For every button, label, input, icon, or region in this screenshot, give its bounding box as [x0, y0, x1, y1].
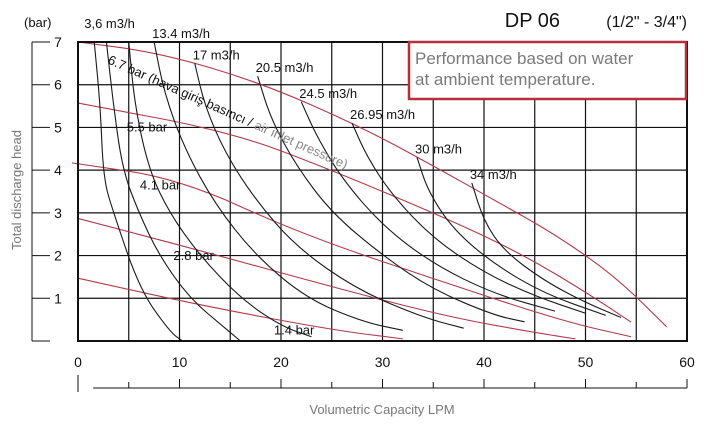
air-curve-label: 13.4 m3/h — [152, 26, 210, 41]
air-consumption-curve — [153, 41, 403, 331]
pressure-curves — [71, 41, 668, 340]
pressure-curve-label: 4.1 bar — [140, 177, 181, 192]
air-curve-label: 26.95 m3/h — [350, 107, 415, 122]
y-tick-label: 1 — [54, 290, 62, 306]
x-tick-label: 30 — [375, 354, 391, 370]
chart-subtitle: (1/2" - 3/4") — [606, 14, 687, 31]
air-curve-label: 20.5 m3/h — [256, 60, 314, 75]
x-tick-label: 0 — [74, 354, 82, 370]
pressure-curve-label: 1.4 bar — [274, 323, 315, 338]
pressure-curve — [77, 277, 403, 340]
air-consumption-curve — [105, 41, 241, 342]
air-consumption-curve — [300, 101, 556, 312]
air-curve-label: 30 m3/h — [415, 141, 462, 156]
x-tick-label: 50 — [578, 354, 594, 370]
air-consumption-curves — [93, 41, 622, 342]
air-curve-label: 34 m3/h — [470, 167, 517, 182]
y-tick-label: 7 — [54, 34, 62, 50]
pressure-annotation: 6.7 bar (hava giriş basıncı / air inlet … — [106, 52, 350, 172]
y-tick-label: 2 — [54, 248, 62, 264]
y-tick-label: 6 — [54, 77, 62, 93]
pressure-curve — [77, 217, 576, 340]
x-tick-label: 10 — [172, 354, 188, 370]
x-tick-label: 40 — [476, 354, 492, 370]
x-tick-label: 60 — [679, 354, 695, 370]
air-consumption-curve — [128, 41, 312, 338]
air-consumption-curve — [257, 76, 525, 323]
note-box — [407, 40, 688, 101]
note-line-1: Performance based on water — [415, 49, 634, 68]
air-consumption-curve — [416, 157, 606, 316]
air-curve-label: 24.5 m3/h — [299, 86, 357, 101]
pressure-curve-label: 2.8 bar — [173, 248, 214, 263]
y-tick-label: 4 — [54, 162, 62, 178]
air-consumption-curve — [351, 122, 586, 314]
pressure-curve — [77, 41, 668, 328]
axes: 1 2 3 4 5 6 7 0 10 20 30 40 50 60 — [31, 34, 695, 392]
pressure-curve — [77, 102, 632, 323]
air-consumption-curve — [194, 63, 464, 329]
air-curve-label: 3,6 m3/h — [84, 16, 135, 31]
curve-labels: 3,6 m3/h 13.4 m3/h 17 m3/h 20.5 m3/h 24.5 m3… — [84, 16, 517, 338]
y-unit-label: (bar) — [24, 15, 51, 30]
pressure-curve-label: 5.5 bar — [127, 120, 168, 135]
x-axis-title: Volumetric Capacity LPM — [309, 402, 454, 417]
air-consumption-curve — [93, 41, 183, 342]
y-tick-label: 3 — [54, 205, 62, 221]
y-tick-label: 5 — [54, 119, 62, 135]
air-consumption-curve — [471, 182, 622, 319]
pressure-annotation-rest: air inlet pressure) — [252, 117, 350, 172]
chart-title: DP 06 — [505, 10, 560, 32]
air-curve-label: 17 m3/h — [193, 47, 240, 62]
plot-frame — [77, 41, 688, 342]
pressure-curve — [71, 162, 632, 338]
note-line-2: at ambient temperature. — [415, 70, 595, 89]
y-axis-title: Total discharge head — [9, 130, 24, 250]
x-tick-label: 20 — [273, 354, 289, 370]
